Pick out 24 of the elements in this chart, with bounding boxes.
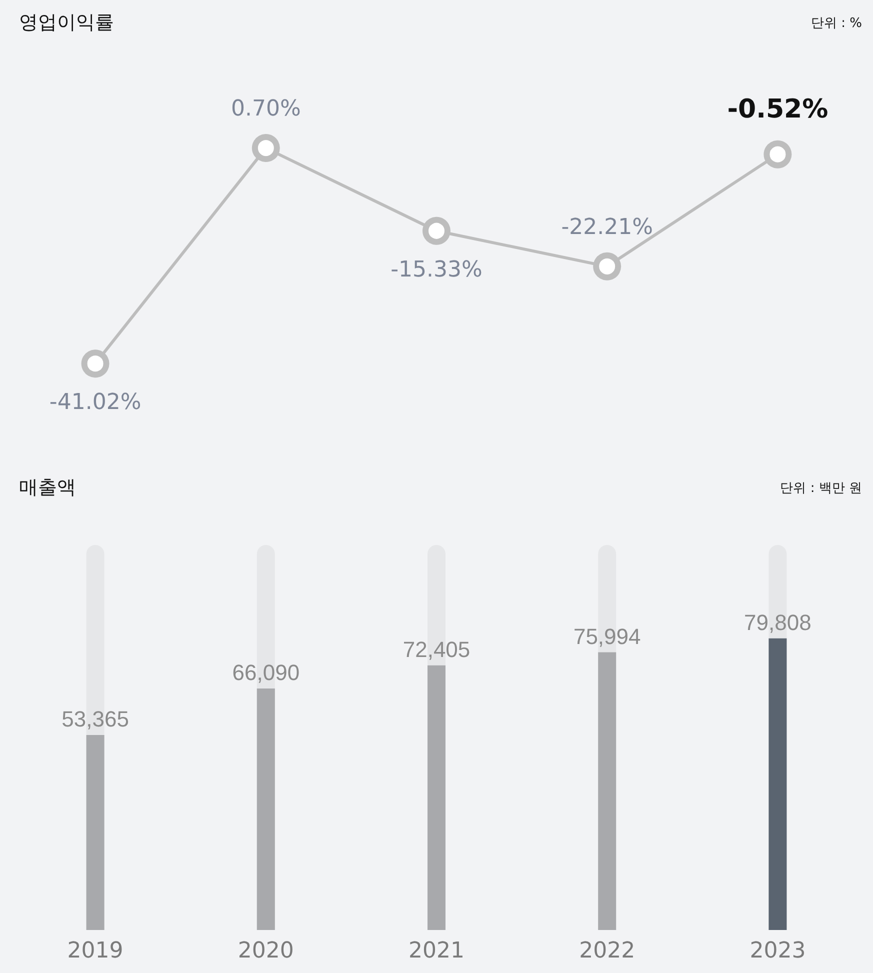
data-label: 0.70%	[230, 96, 301, 122]
text: 단위 : %	[811, 16, 862, 31]
point	[593, 252, 622, 280]
point	[422, 216, 450, 245]
data-label: 72,405	[402, 636, 470, 662]
x-tick-label: 2022	[579, 938, 636, 964]
data-label: 79,808	[744, 610, 812, 635]
data-label: -41.02%	[49, 390, 142, 416]
point	[764, 140, 792, 168]
data-label: 75,994	[573, 624, 641, 649]
data-label: 66,090	[232, 660, 300, 685]
data-label: -22.21%	[561, 214, 654, 240]
chart-title: 영업이익률	[19, 12, 114, 34]
x-tick-label: 2020	[238, 938, 294, 964]
x-tick-label: 2023	[750, 938, 806, 964]
x-tick-label: 2021	[408, 938, 464, 964]
chart-title: 매출액	[19, 476, 76, 498]
x-tick-label: 2019	[67, 938, 124, 964]
point	[81, 350, 110, 378]
data-label: 53,365	[62, 706, 129, 732]
text: 단위 : 백만 원	[780, 481, 862, 496]
data-label: -15.33%	[390, 257, 482, 282]
data-label: -0.52%	[727, 94, 828, 124]
point	[252, 134, 280, 162]
